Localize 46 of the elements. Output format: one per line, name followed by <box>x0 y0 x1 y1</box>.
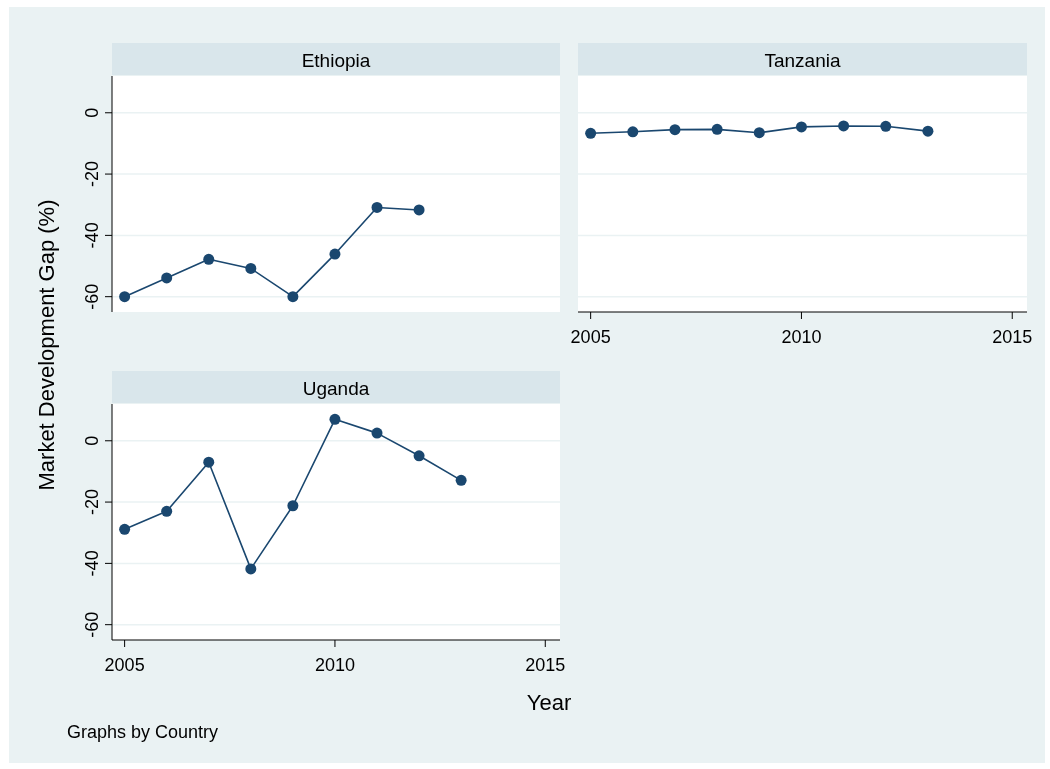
chart-title: Ethiopia <box>301 49 371 71</box>
point <box>371 427 383 439</box>
y-tick-label: -60 <box>82 283 102 310</box>
point <box>161 505 173 517</box>
x-axis-title: Year <box>526 690 572 715</box>
x-tick-label: 2010 <box>314 655 355 675</box>
point <box>838 120 850 132</box>
point <box>413 204 425 216</box>
point <box>245 563 257 575</box>
point <box>753 127 765 139</box>
text: Graphs by Country <box>67 722 219 742</box>
point <box>287 500 299 512</box>
y-axis-title: Market Development Gap (%) <box>34 199 59 491</box>
y-tick-label: -20 <box>82 489 102 516</box>
chart-title: Tanzania <box>764 49 841 71</box>
point <box>245 262 257 274</box>
point <box>413 450 425 462</box>
point <box>585 127 597 139</box>
point <box>119 291 131 303</box>
point <box>329 248 341 260</box>
point <box>203 456 215 468</box>
y-tick-label: -60 <box>82 611 102 638</box>
point <box>287 291 299 303</box>
point <box>922 125 934 137</box>
chart-title: Uganda <box>302 377 370 399</box>
x-tick-label: 2010 <box>781 327 822 347</box>
point <box>455 474 467 486</box>
x-tick-label: 2015 <box>992 327 1033 347</box>
y-tick-label: 0 <box>82 435 102 446</box>
y-tick-label: -40 <box>82 222 102 249</box>
point <box>669 124 681 136</box>
point <box>795 121 807 133</box>
y-tick-label: -40 <box>82 550 102 577</box>
point <box>203 253 215 265</box>
point <box>880 120 892 132</box>
point <box>161 272 173 284</box>
point <box>627 126 639 138</box>
point <box>119 523 131 535</box>
y-tick-label: -20 <box>82 161 102 188</box>
point <box>371 201 383 213</box>
y-tick-label: 0 <box>82 107 102 118</box>
point <box>329 413 341 425</box>
x-tick-label: 2015 <box>525 655 566 675</box>
x-tick-label: 2005 <box>104 655 145 675</box>
x-tick-label: 2005 <box>570 327 611 347</box>
point <box>711 123 723 135</box>
